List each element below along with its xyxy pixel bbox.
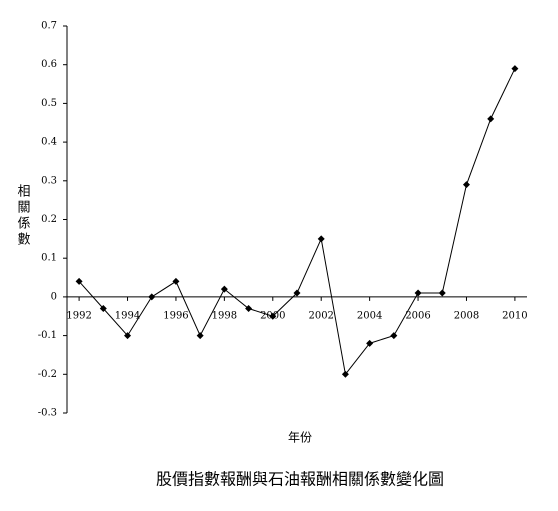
y-tick-label: 0.2 xyxy=(41,214,57,225)
y-tick-label: -0.3 xyxy=(38,408,57,419)
marker xyxy=(341,370,349,378)
marker xyxy=(414,289,422,297)
line xyxy=(78,68,516,376)
marker xyxy=(438,289,446,297)
marker xyxy=(366,339,374,347)
y-tick-label: 0.4 xyxy=(41,137,57,148)
y-tick-label: 0.6 xyxy=(41,59,57,70)
marker xyxy=(99,305,107,313)
marker xyxy=(172,277,180,285)
marker xyxy=(511,65,519,73)
x-tick-label: 1996 xyxy=(163,310,188,321)
x-tick-label: 1992 xyxy=(66,310,91,321)
y-axis-label: 相關係數 xyxy=(15,184,31,248)
x-tick-label: 2010 xyxy=(502,310,527,321)
marker xyxy=(462,181,470,189)
y-tick-label: -0.1 xyxy=(38,330,57,341)
y-tick-label: 0.3 xyxy=(41,175,57,186)
x-tick-label: 2006 xyxy=(405,310,430,321)
marker xyxy=(269,312,277,320)
y-tick-label: 0.1 xyxy=(41,253,57,264)
marker xyxy=(124,332,132,340)
x-tick-label: 2002 xyxy=(308,310,333,321)
x-tick-label: 2004 xyxy=(357,310,382,321)
marker xyxy=(487,115,495,123)
marker xyxy=(317,235,325,243)
x-tick-label: 1998 xyxy=(212,310,237,321)
chart-title: 股價指數報酬與石油報酬相關係數變化圖 xyxy=(156,470,444,489)
marker xyxy=(293,289,301,297)
y-tick-label: 0 xyxy=(51,291,57,302)
y-tick-label: -0.2 xyxy=(38,369,57,380)
x-tick-label: 2008 xyxy=(454,310,479,321)
y-tick-label: 0.5 xyxy=(41,98,57,109)
x-tick-label: 1994 xyxy=(115,310,140,321)
marker xyxy=(148,293,156,301)
x-axis-label: 年份 xyxy=(288,431,312,445)
y-tick-label: 0.7 xyxy=(41,21,57,32)
marker xyxy=(196,332,204,340)
marker xyxy=(390,332,398,340)
marker xyxy=(75,277,83,285)
marker xyxy=(220,285,228,293)
marker xyxy=(245,305,253,313)
